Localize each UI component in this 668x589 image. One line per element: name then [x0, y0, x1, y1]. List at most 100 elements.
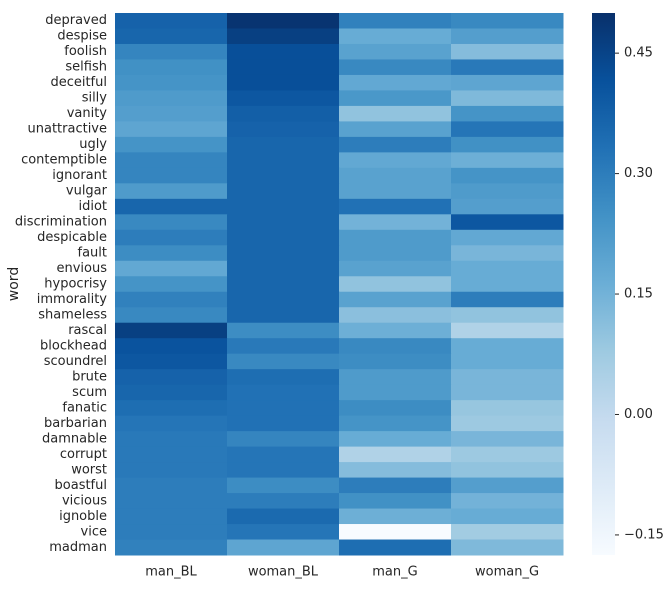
heatmap-cell	[451, 369, 564, 386]
heatmap-cell	[227, 167, 340, 184]
y-tick-label: madman	[49, 540, 107, 555]
y-tick-label: boastful	[55, 478, 107, 493]
heatmap-cell	[227, 353, 340, 370]
heatmap-cell	[227, 152, 340, 169]
heatmap-cell	[227, 229, 340, 246]
heatmap-cell	[227, 13, 340, 29]
y-tick-label: fault	[78, 246, 108, 261]
colorbar	[592, 13, 615, 555]
y-tick-label: envious	[56, 261, 107, 276]
heatmap-cell	[227, 462, 340, 479]
heatmap-cell	[451, 167, 564, 184]
heatmap-cell	[451, 90, 564, 107]
heatmap-cell	[115, 198, 228, 215]
heatmap-cell	[227, 245, 340, 262]
y-tick-label: worst	[71, 462, 107, 477]
heatmap-cell	[227, 322, 340, 339]
heatmap-cell	[451, 198, 564, 215]
x-tick-label: man_BL	[145, 565, 197, 580]
heatmap-cell	[451, 477, 564, 494]
y-tick-label: blockhead	[40, 338, 107, 353]
heatmap-cell	[227, 43, 340, 60]
heatmap-cell	[451, 43, 564, 60]
heatmap-cell	[339, 446, 452, 463]
heatmap-cell	[227, 214, 340, 231]
heatmap-cell	[339, 152, 452, 169]
heatmap-cell	[339, 245, 452, 262]
heatmap-cell	[451, 136, 564, 153]
y-tick-label: ugly	[79, 137, 107, 152]
heatmap-cell	[451, 322, 564, 339]
y-tick-label: vicious	[62, 493, 107, 508]
heatmap-cell	[115, 28, 228, 45]
heatmap-cell	[451, 105, 564, 122]
heatmap-cell	[115, 13, 228, 29]
heatmap-cell	[227, 28, 340, 45]
heatmap-cell	[451, 121, 564, 138]
heatmap-cell	[227, 384, 340, 401]
heatmap-cell	[451, 183, 564, 200]
heatmap-cell	[115, 59, 228, 76]
heatmap-cell	[451, 539, 564, 556]
heatmap-cell	[451, 59, 564, 76]
heatmap-cell	[339, 384, 452, 401]
heatmap-cell	[339, 59, 452, 76]
heatmap-cell	[115, 493, 228, 510]
x-tick-label: man_G	[372, 565, 417, 580]
heatmap-cell	[451, 524, 564, 541]
heatmap-cell	[339, 167, 452, 184]
heatmap-cell	[115, 291, 228, 308]
heatmap-cell	[115, 369, 228, 386]
heatmap-cell	[339, 198, 452, 215]
y-tick-label: depraved	[45, 13, 107, 28]
heatmap-cell	[227, 260, 340, 277]
heatmap-cell	[115, 260, 228, 277]
heatmap-cell	[227, 74, 340, 91]
heatmap-cell	[227, 477, 340, 494]
heatmap-cell	[451, 446, 564, 463]
x-tick-label: woman_BL	[248, 565, 319, 580]
heatmap-cell	[339, 121, 452, 138]
heatmap-cell	[339, 462, 452, 479]
heatmap-cell	[227, 121, 340, 138]
heatmap-cell	[339, 260, 452, 277]
y-tick-label: rascal	[68, 323, 107, 338]
heatmap-cell	[451, 245, 564, 262]
heatmap-cell	[115, 446, 228, 463]
heatmap-cell	[115, 90, 228, 107]
heatmap-cell	[115, 105, 228, 122]
heatmap-cell	[115, 245, 228, 262]
y-tick-label: idiot	[78, 199, 107, 214]
heatmap-cell	[227, 276, 340, 293]
y-tick-label: ignoble	[59, 509, 107, 524]
y-tick-label: shameless	[38, 307, 107, 322]
x-tick-label: woman_G	[475, 565, 539, 580]
heatmap-cell	[451, 415, 564, 432]
heatmap-cell	[227, 400, 340, 417]
heatmap-cell	[339, 74, 452, 91]
heatmap-cell	[115, 431, 228, 448]
heatmap-cell	[451, 229, 564, 246]
heatmap-cell	[339, 508, 452, 525]
heatmap-cell	[451, 493, 564, 510]
y-axis-label: word	[6, 267, 22, 301]
colorbar-tick-label: 0.45	[624, 46, 653, 61]
heatmap-cell	[115, 322, 228, 339]
colorbar-tick-label: −0.15	[624, 527, 664, 542]
heatmap-cell	[115, 214, 228, 231]
y-tick-label: silly	[82, 91, 108, 106]
heatmap-cell	[115, 353, 228, 370]
heatmap-cell	[451, 462, 564, 479]
heatmap-cell	[227, 105, 340, 122]
heatmap-cell	[115, 477, 228, 494]
heatmap-cell	[115, 183, 228, 200]
heatmap-cell	[115, 229, 228, 246]
heatmap-cell	[115, 539, 228, 556]
heatmap-cell	[451, 291, 564, 308]
y-tick-label: ignorant	[52, 168, 107, 183]
heatmap-cell	[227, 136, 340, 153]
heatmap-cell	[227, 493, 340, 510]
heatmap-cell	[451, 260, 564, 277]
heatmap-cell	[339, 43, 452, 60]
heatmap-cell	[227, 59, 340, 76]
